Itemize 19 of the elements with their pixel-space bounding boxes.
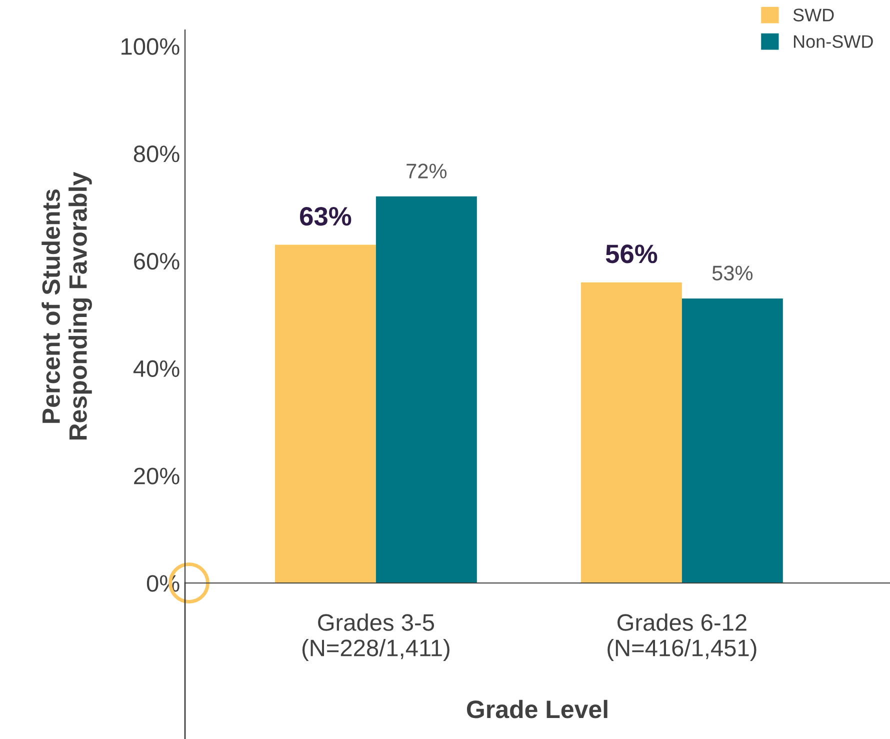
y-tick-label: 100% (122, 38, 180, 55)
bar (274, 244, 376, 583)
y-tick-label: 20% (134, 468, 180, 484)
legend-label: Non-SWD (794, 35, 873, 48)
bar (376, 196, 477, 583)
bar (580, 282, 682, 583)
y-tick-label: 80% (134, 146, 180, 162)
legend-label: SWD (793, 8, 834, 22)
x-axis-title: Grade Level (466, 700, 608, 718)
data-label: 72% (406, 164, 447, 178)
x-tick-label: Grades 3-5 (N=228/1,411) (302, 614, 450, 661)
data-label: 63% (300, 206, 352, 226)
data-label: 53% (712, 266, 753, 280)
y-tick-label: 40% (133, 360, 180, 378)
x-tick-label: Grades 6-12 (N=416/1,451) (608, 614, 756, 661)
data-label: 56% (606, 244, 658, 264)
bar (682, 298, 783, 583)
y-axis-title: Percent of Students Responding Favorably (42, 172, 92, 440)
y-tick-label: 60% (134, 252, 180, 270)
